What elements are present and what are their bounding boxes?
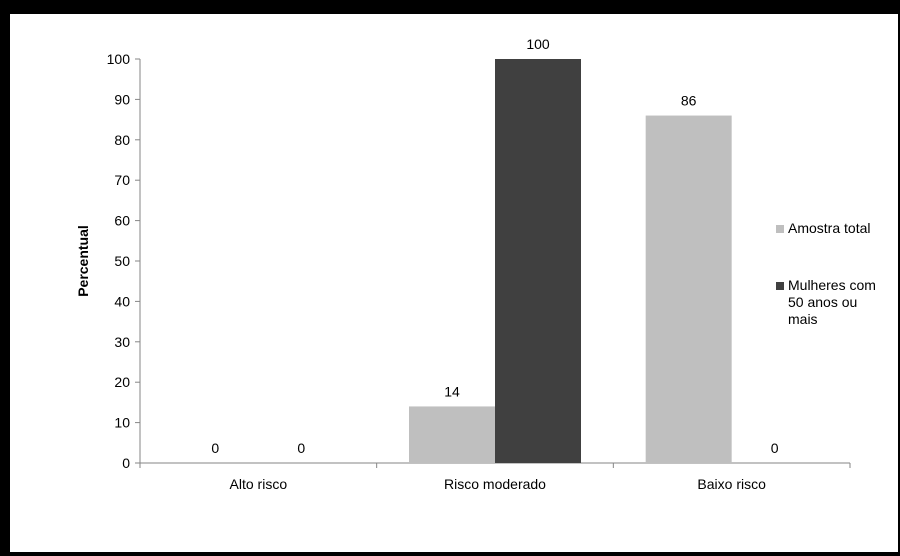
y-tick-label: 50 [114, 253, 130, 269]
x-tick-label: Baixo risco [697, 476, 766, 492]
bar-chart: 0 10 20 30 40 50 60 70 80 90 100 Alto risco Risco m… [75, 36, 876, 492]
y-tick-label: 0 [122, 455, 130, 471]
y-tick-label: 70 [114, 172, 130, 188]
legend-swatch [776, 282, 784, 290]
legend: Amostra total Mulheres com 50 anos ou mais [776, 220, 876, 327]
y-tick-label: 10 [114, 415, 130, 431]
data-label: 0 [771, 440, 779, 456]
data-label: 100 [526, 36, 550, 52]
data-label: 0 [297, 440, 305, 456]
data-label: 14 [444, 383, 460, 399]
y-tick-label: 30 [114, 334, 130, 350]
bars [409, 59, 732, 463]
y-tick-label: 100 [107, 51, 131, 67]
legend-label: Amostra total [788, 220, 870, 236]
bar [495, 59, 581, 463]
bar [645, 115, 732, 463]
chart-frame: 0 10 20 30 40 50 60 70 80 90 100 Alto risco Risco m… [10, 14, 898, 552]
y-tick-label: 90 [114, 91, 130, 107]
legend-swatch [776, 225, 784, 233]
axes: 0 10 20 30 40 50 60 70 80 90 100 [107, 51, 851, 471]
x-tick-label: Risco moderado [444, 476, 546, 492]
y-tick-label: 40 [114, 293, 130, 309]
x-tick-label: Alto risco [230, 476, 288, 492]
labels: Alto risco Risco moderado Baixo risco 0 0 14 1… [211, 36, 778, 492]
legend-label: Mulheres com 50 anos ou mais [788, 277, 876, 327]
y-axis-label: Percentual [75, 225, 91, 297]
data-label: 86 [681, 93, 697, 109]
y-tick-label: 80 [114, 132, 130, 148]
bar [409, 406, 495, 463]
y-tick-label: 20 [114, 374, 130, 390]
data-label: 0 [211, 440, 219, 456]
y-tick-label: 60 [114, 213, 130, 229]
